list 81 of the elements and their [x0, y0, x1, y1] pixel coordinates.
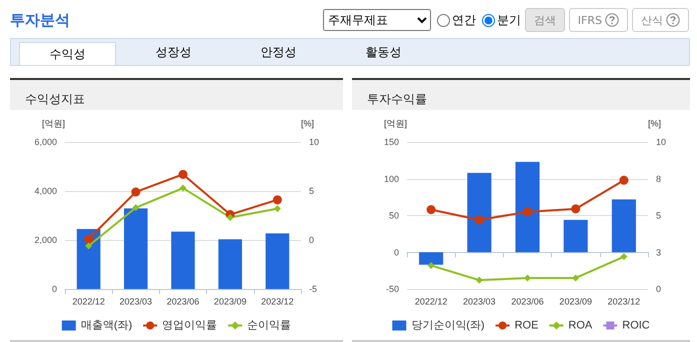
x-tick-label: 2023/03 — [120, 296, 152, 306]
y-tick-label: 100 — [384, 174, 399, 184]
y-axis-title: [억원] — [42, 118, 65, 128]
legend-label: 당기순이익(좌) — [411, 320, 485, 332]
bar — [467, 172, 492, 252]
y2-tick-label: 10 — [656, 137, 666, 147]
bar — [171, 232, 195, 289]
y2-tick-label: 3 — [656, 247, 662, 258]
point — [131, 187, 140, 196]
text: 활동성 — [364, 44, 402, 61]
x-tick-label: 2023/12 — [261, 296, 294, 306]
y-tick-label: 50 — [388, 210, 399, 220]
y-axis-title: [억원] — [384, 118, 407, 128]
y-tick-label: 2,000 — [34, 235, 57, 245]
point — [180, 184, 186, 192]
point — [523, 207, 532, 216]
text: 연간 — [450, 12, 476, 28]
x-tick-label: 2023/06 — [511, 296, 544, 306]
x-tick-label: 2023/09 — [559, 296, 592, 306]
x-tick-label: 2023/09 — [214, 296, 246, 306]
bar — [419, 252, 444, 265]
y-tick-label: 150 — [384, 137, 399, 147]
y2-axis-title: [%] — [648, 118, 662, 128]
legend-label: 영업이익률 — [162, 320, 218, 332]
legend-label: 순이익률 — [247, 320, 292, 332]
point — [274, 205, 281, 212]
chart-title: 수익성지표 — [25, 92, 85, 106]
x-tick-label: 2023/06 — [166, 296, 200, 306]
bar — [266, 233, 290, 289]
y-tick-label: 4,000 — [34, 186, 57, 196]
y2-tick-label: 0 — [309, 235, 314, 245]
point — [85, 242, 92, 250]
x-tick-label: 2023/03 — [463, 296, 496, 306]
text: 투자분석 — [10, 11, 70, 30]
point — [474, 215, 484, 224]
y2-tick-label: -5 — [309, 284, 318, 294]
bar — [76, 228, 100, 289]
text: 수익성 — [19, 42, 116, 65]
point — [426, 205, 436, 214]
point — [226, 214, 234, 221]
x-tick-label: 2023/12 — [608, 296, 640, 306]
point — [178, 170, 188, 179]
point — [620, 253, 628, 260]
y2-tick-label: 0 — [656, 284, 662, 294]
y2-tick-label: 5 — [309, 186, 314, 196]
point — [619, 176, 628, 185]
legend-label: 매출액(좌) — [80, 320, 132, 332]
bar — [612, 199, 636, 252]
chart-title: 투자수익률 — [367, 92, 427, 106]
point — [132, 204, 140, 212]
text: 성장성 — [154, 44, 192, 61]
y-tick-label: -50 — [386, 284, 399, 294]
y2-tick-label: 5 — [656, 210, 662, 220]
y2-tick-label: 8 — [656, 174, 662, 184]
point — [476, 276, 483, 284]
y-tick-label: 6,000 — [34, 137, 57, 147]
bar — [124, 208, 148, 289]
text: 주재무제표 — [322, 9, 431, 31]
bar — [515, 162, 540, 252]
legend-label: ROA — [568, 320, 593, 332]
y-tick-label: 0 — [52, 284, 57, 294]
y2-axis-title: [%] — [301, 118, 314, 128]
x-tick-label: 2022/12 — [414, 296, 448, 306]
legend-label: ROIC — [622, 320, 650, 332]
text: 분기 — [496, 12, 521, 28]
text: 검색 — [524, 8, 565, 32]
text: IFRS — [568, 8, 628, 32]
point — [272, 195, 282, 204]
y2-tick-label: 10 — [309, 137, 320, 147]
bar — [218, 239, 242, 289]
legend-label: ROE — [514, 320, 538, 332]
point — [572, 274, 580, 282]
x-tick-label: 2022/12 — [72, 296, 105, 306]
text: 안정성 — [260, 44, 298, 61]
point — [428, 262, 435, 269]
point — [571, 204, 580, 214]
point — [524, 274, 531, 282]
y-tick-label: 0 — [394, 247, 399, 258]
bar — [564, 220, 588, 252]
text: 산식 — [632, 8, 689, 32]
point — [84, 234, 94, 244]
